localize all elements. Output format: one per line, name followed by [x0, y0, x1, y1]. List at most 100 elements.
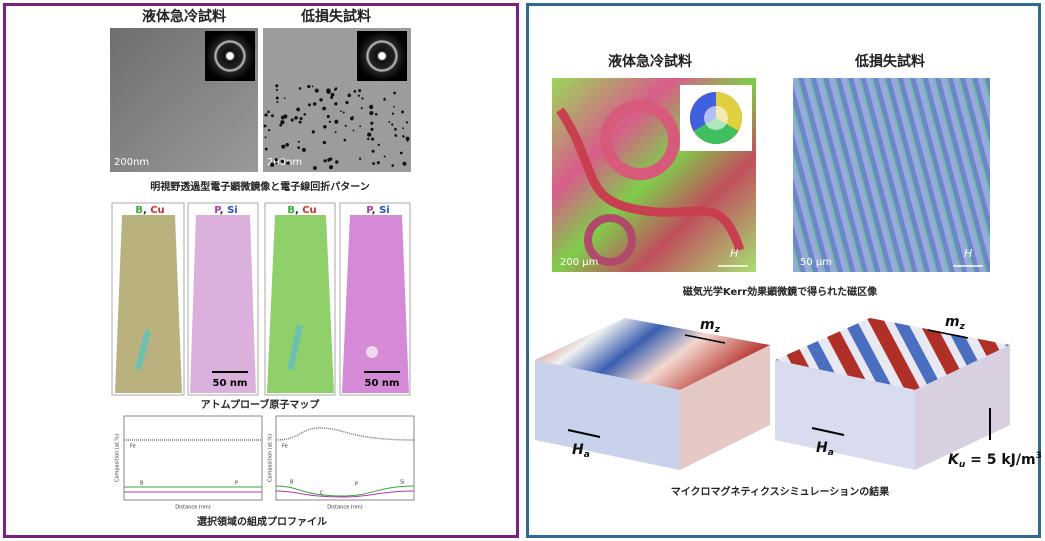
precipitate — [299, 117, 303, 121]
selection-region — [134, 329, 152, 371]
precipitate — [405, 136, 410, 141]
precipitate — [301, 147, 306, 152]
anisotropy-label: Ku = 5 kJ/m3 — [948, 451, 1042, 470]
sample-label: 低損失試料 — [300, 8, 371, 25]
precipitate — [323, 159, 327, 163]
precipitate — [276, 101, 279, 104]
caption: 選択領域の組成プロファイル — [197, 515, 327, 528]
precipitate — [319, 98, 323, 102]
precipitate — [322, 106, 327, 111]
subscript: a — [828, 448, 834, 458]
arrow — [684, 334, 726, 344]
scale-bar-label: 50 μm — [800, 257, 832, 268]
symbol: m — [700, 317, 715, 333]
species-label: Si — [400, 480, 405, 486]
precipitate — [334, 131, 337, 134]
precipitate — [401, 110, 404, 114]
precipitate — [296, 107, 301, 112]
element: , — [372, 205, 379, 216]
axis-title: Composition (at.%) — [115, 434, 121, 482]
subscript: u — [959, 460, 966, 470]
precipitate — [270, 162, 275, 167]
caption: 磁気光学Kerr効果顕微鏡で得られた磁区像 — [683, 285, 878, 298]
axis-title: Distance (nm) — [175, 505, 210, 511]
precipitate — [352, 129, 355, 132]
precipitate — [290, 118, 294, 122]
axis-title: Composition (at.%) — [268, 434, 274, 482]
precipitate — [267, 110, 270, 114]
precipitate — [361, 97, 364, 100]
precipitate — [394, 128, 397, 131]
diffraction-inset — [205, 31, 255, 81]
precipitate — [263, 124, 267, 128]
precipitate — [383, 155, 386, 158]
scale-bar-label: 50 nm — [213, 378, 248, 389]
precipitate — [342, 111, 345, 114]
precipitate — [275, 84, 279, 88]
precipitate — [358, 157, 362, 160]
precipitate — [303, 113, 307, 116]
species-label: B — [140, 481, 144, 487]
profile-line — [275, 427, 415, 441]
precipitate — [402, 135, 405, 138]
box-front — [535, 360, 680, 470]
precipitate — [377, 143, 380, 147]
element-label: B, Cu — [135, 205, 164, 216]
precipitate — [267, 128, 271, 132]
wheel-center — [704, 106, 728, 130]
precipitate — [314, 88, 319, 93]
precipitate — [343, 138, 347, 142]
species-label: Fe — [130, 444, 136, 450]
magnetization-label: mz — [700, 317, 721, 335]
scale-bar-label: 200 μm — [560, 257, 598, 268]
color-wheel — [680, 85, 752, 151]
box-top — [535, 318, 770, 390]
precipitate — [406, 139, 409, 142]
precipitate — [285, 143, 290, 147]
species-label: C — [320, 491, 324, 497]
precipitate — [374, 112, 378, 116]
plot-frame — [123, 415, 263, 501]
precipitate — [264, 113, 268, 117]
precipitate — [370, 127, 374, 131]
element: , — [295, 205, 302, 216]
precipitate — [307, 84, 311, 89]
element: B — [135, 205, 143, 216]
precipitate — [369, 104, 374, 110]
arrow — [811, 427, 845, 436]
apt-tip — [115, 215, 182, 393]
box-front — [775, 360, 915, 470]
precipitate — [334, 102, 338, 106]
precipitate — [330, 92, 335, 97]
element: Si — [227, 205, 238, 216]
precipitate — [388, 121, 391, 123]
element: B — [287, 205, 295, 216]
axis-title: Distance (nm) — [327, 505, 362, 511]
box-side — [680, 345, 770, 470]
profiles — [123, 415, 415, 501]
superscript: 3 — [1036, 451, 1042, 461]
precipitate — [391, 123, 394, 126]
subscript: z — [959, 322, 966, 332]
precipitate — [311, 85, 314, 88]
plot-frame — [275, 415, 415, 501]
apt-tip — [267, 215, 334, 393]
precipitate — [264, 147, 268, 151]
precipitate — [351, 116, 354, 118]
precipitate — [340, 110, 342, 112]
precipitate — [275, 162, 278, 165]
right-panel-border — [526, 3, 1041, 538]
precipitate — [353, 90, 357, 93]
precipitate — [371, 149, 375, 153]
field-label: H — [730, 247, 738, 260]
precipitate — [376, 161, 380, 165]
domain-wall — [556, 107, 745, 252]
element: Cu — [302, 205, 316, 216]
field-label: H — [964, 247, 972, 260]
precipitate — [283, 114, 288, 119]
caption: アトムプローブ原子マップ — [201, 398, 321, 411]
cluster — [366, 346, 378, 358]
precipitate — [323, 125, 327, 129]
